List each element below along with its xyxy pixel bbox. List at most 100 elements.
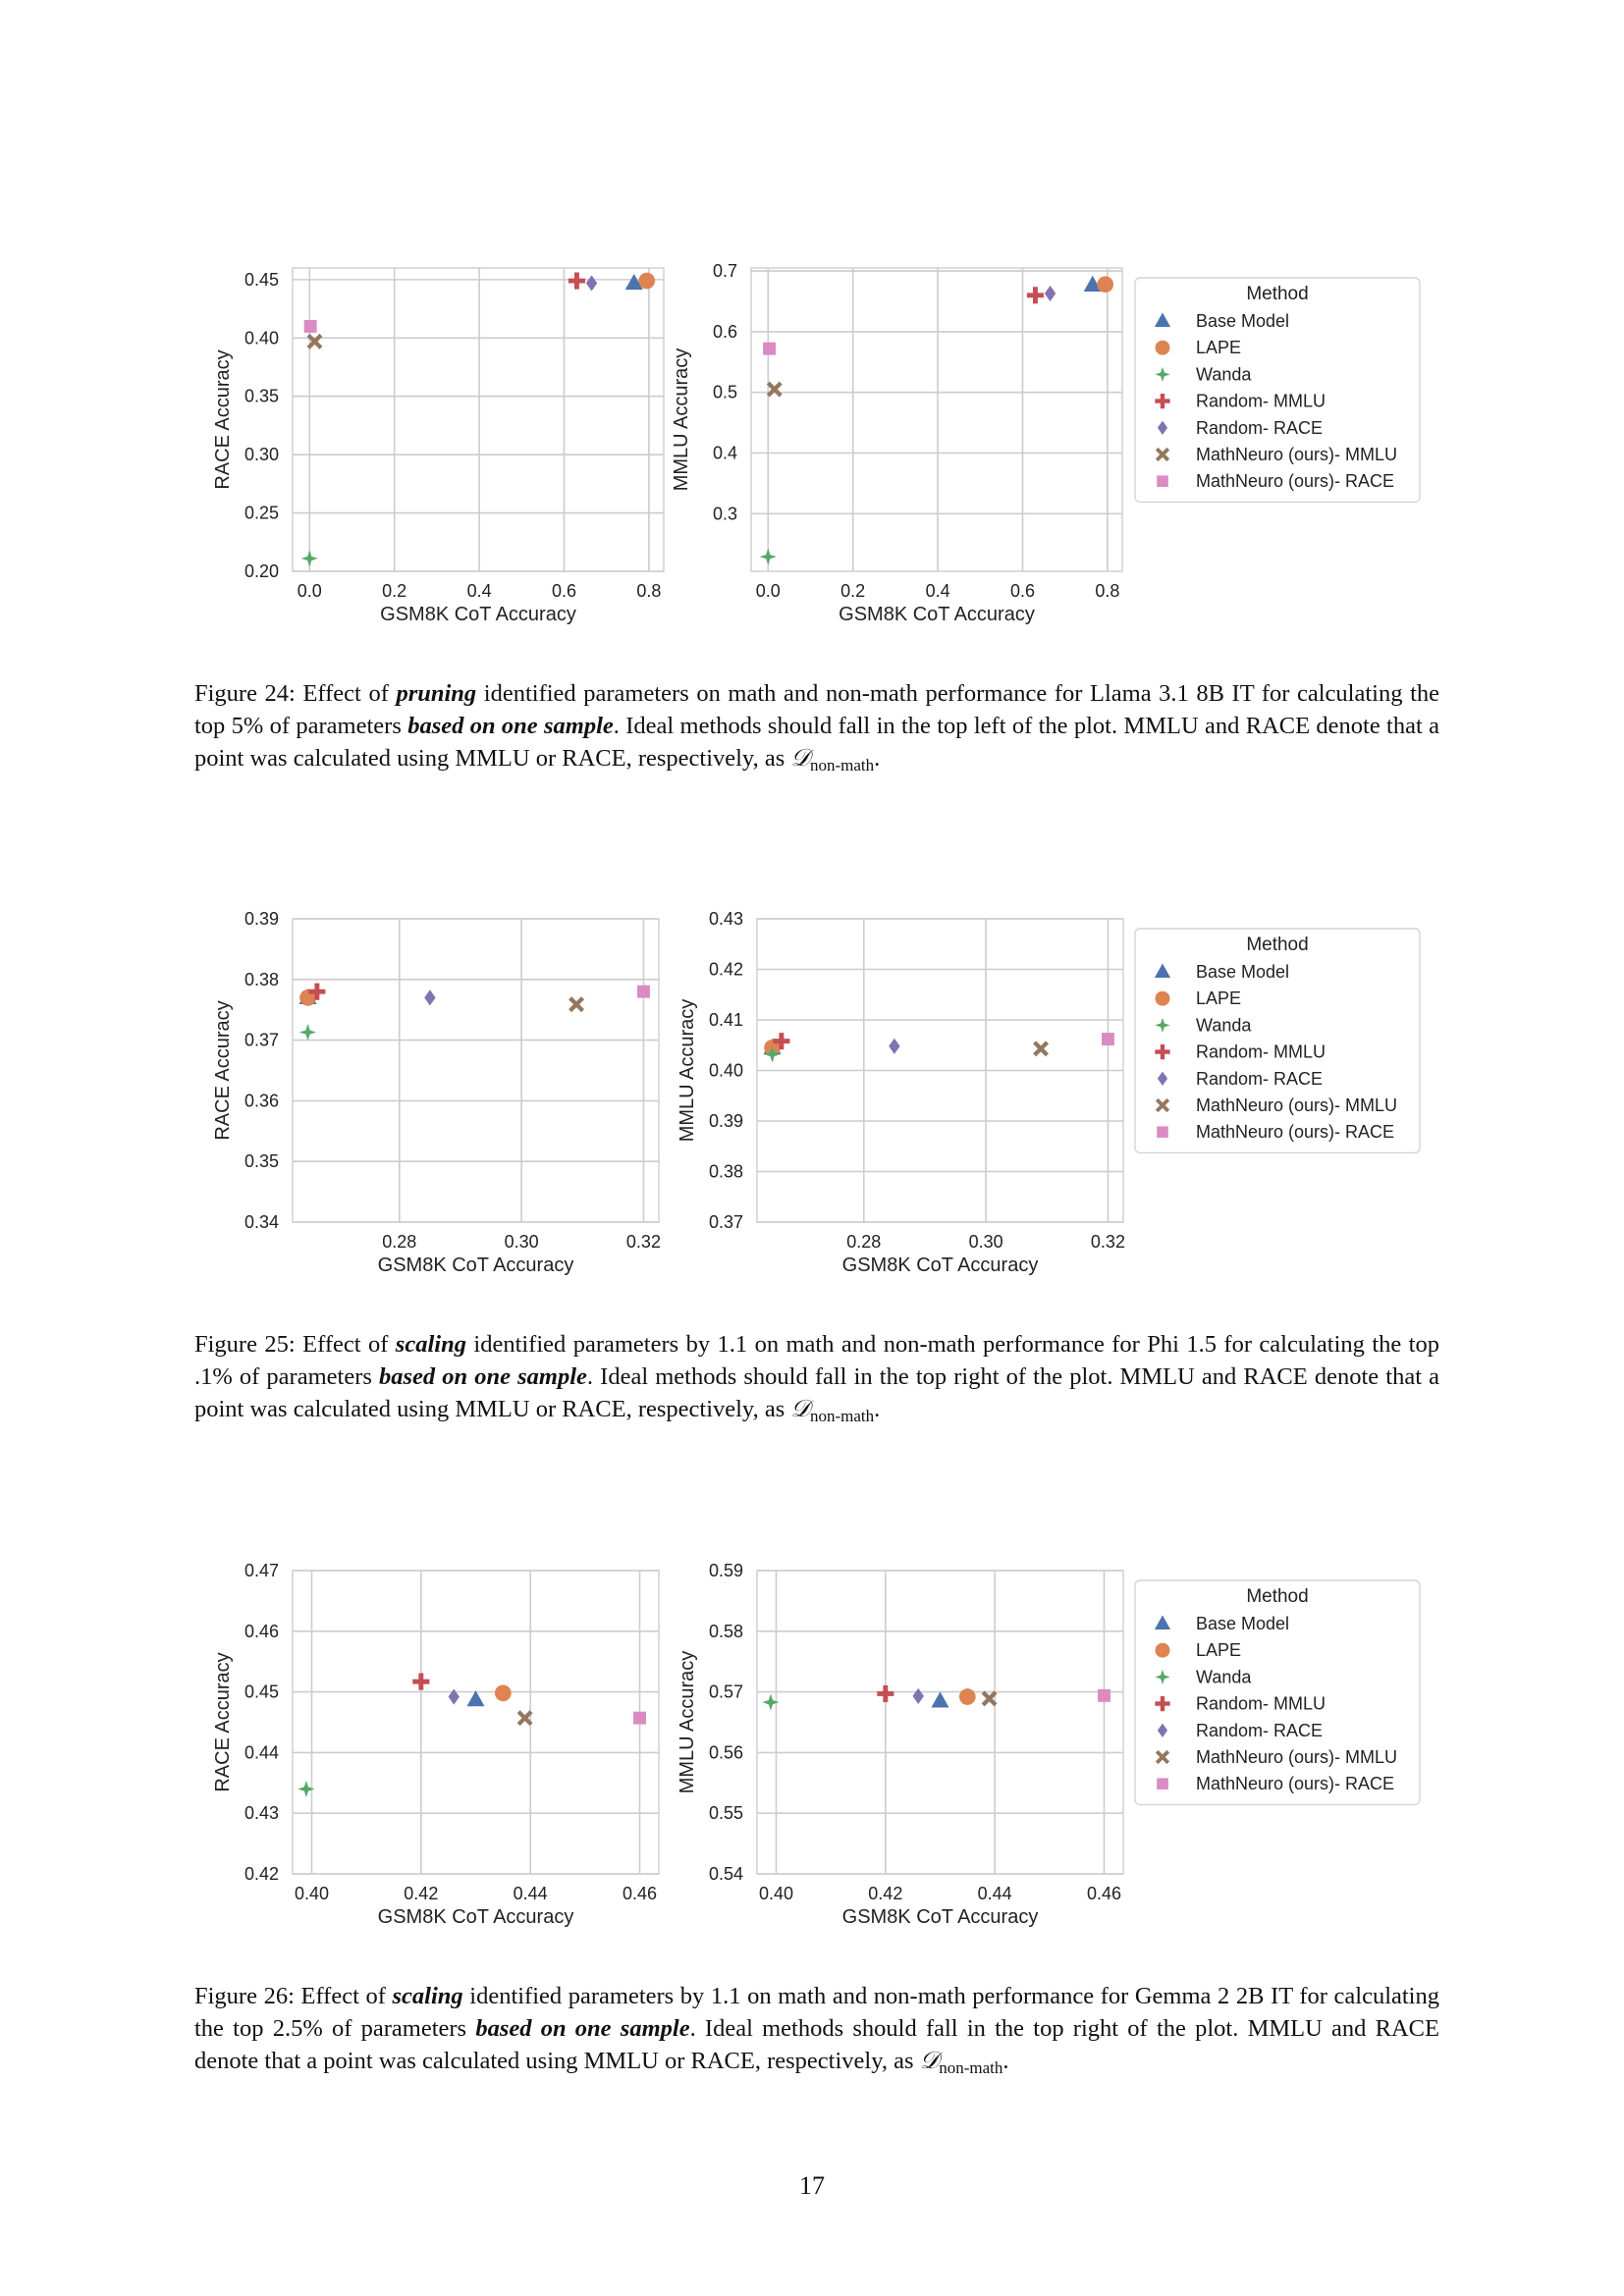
legend-label: MathNeuro (ours)- RACE bbox=[1196, 1774, 1394, 1793]
point-base-model bbox=[466, 1690, 485, 1707]
y-tick-label: 0.39 bbox=[244, 909, 279, 929]
point-wanda bbox=[762, 1693, 780, 1711]
x-tick-label: 0.4 bbox=[926, 581, 950, 601]
legend-label: MathNeuro (ours)- RACE bbox=[1196, 1122, 1394, 1142]
legend-label: Random- RACE bbox=[1196, 1069, 1323, 1089]
y-tick-label: 0.20 bbox=[244, 561, 279, 581]
y-tick-label: 0.6 bbox=[713, 322, 737, 342]
legend-marker-mathneuro-ours-mmlu bbox=[1155, 1749, 1170, 1765]
point-mathneuro-ours-mmlu bbox=[306, 333, 323, 349]
x-tick-label: 0.32 bbox=[626, 1232, 661, 1252]
y-tick-label: 0.37 bbox=[709, 1212, 743, 1232]
caption-emphasis: scaling bbox=[395, 1331, 466, 1358]
point-random-mmlu bbox=[1026, 287, 1044, 304]
legend-label: Wanda bbox=[1196, 364, 1252, 384]
legend-marker-lape bbox=[1155, 1642, 1170, 1658]
y-axis-label: RACE Accuracy bbox=[212, 1000, 234, 1140]
x-tick-label: 0.4 bbox=[467, 581, 492, 601]
fig24-right-plot: 0.0 0.2 0.4 0.6 0.8 0.3 0.4 0.5 0.6 0.7 GSM8K CoT … bbox=[671, 261, 1123, 625]
y-axis-label: MMLU Accuracy bbox=[677, 1651, 698, 1794]
point-random-race bbox=[912, 1687, 924, 1705]
y-tick-label: 0.57 bbox=[709, 1682, 743, 1702]
point-mathneuro-ours-mmlu bbox=[981, 1690, 998, 1707]
legend-label: MathNeuro (ours)- RACE bbox=[1196, 471, 1394, 491]
fig26-left-plot: 0.40 0.42 0.44 0.46 0.42 0.43 0.44 0.45 0.46 0.47… bbox=[212, 1561, 660, 1928]
caption-emphasis: based on one sample bbox=[379, 1363, 587, 1390]
point-mathneuro-ours-race bbox=[636, 985, 650, 998]
point-wanda bbox=[298, 1780, 315, 1798]
y-tick-label: 0.55 bbox=[709, 1803, 743, 1823]
legend-marker-wanda bbox=[1155, 1669, 1170, 1685]
legend-label: MathNeuro (ours)- MMLU bbox=[1196, 445, 1397, 464]
x-axis-label: GSM8K CoT Accuracy bbox=[842, 1255, 1039, 1276]
legend-label: MathNeuro (ours)- MMLU bbox=[1196, 1095, 1397, 1115]
legend-label: Random- MMLU bbox=[1196, 1042, 1326, 1062]
y-tick-label: 0.42 bbox=[244, 1864, 279, 1884]
y-tick-label: 0.41 bbox=[709, 1010, 743, 1030]
point-base-model bbox=[1083, 275, 1102, 292]
x-tick-label: 0.46 bbox=[1087, 1884, 1121, 1903]
y-tick-label: 0.35 bbox=[244, 387, 279, 406]
y-axis-label: MMLU Accuracy bbox=[677, 999, 698, 1143]
point-mathneuro-ours-mmlu bbox=[568, 996, 585, 1013]
point-mathneuro-ours-race bbox=[763, 342, 777, 355]
legend-label: Random- MMLU bbox=[1196, 392, 1326, 411]
point-random-mmlu bbox=[568, 272, 585, 290]
y-tick-label: 0.45 bbox=[244, 1682, 279, 1702]
y-tick-label: 0.44 bbox=[244, 1742, 279, 1762]
legend-marker-random-mmlu bbox=[1155, 393, 1170, 409]
y-tick-label: 0.56 bbox=[709, 1742, 743, 1762]
plot-area bbox=[292, 267, 665, 572]
point-lape bbox=[1097, 276, 1114, 294]
legend-label: Base Model bbox=[1196, 311, 1289, 331]
x-tick-label: 0.42 bbox=[404, 1884, 438, 1903]
point-wanda bbox=[300, 550, 318, 567]
x-tick-label: 0.32 bbox=[1091, 1232, 1125, 1252]
x-axis-label: GSM8K CoT Accuracy bbox=[842, 1906, 1039, 1928]
legend-marker-base-model bbox=[1154, 312, 1171, 327]
x-tick-label: 0.28 bbox=[382, 1232, 416, 1252]
y-axis-label: MMLU Accuracy bbox=[671, 348, 692, 492]
legend-marker-random-race bbox=[1157, 1723, 1168, 1738]
point-lape bbox=[494, 1684, 512, 1702]
y-tick-label: 0.34 bbox=[244, 1212, 279, 1232]
point-lape bbox=[638, 272, 656, 290]
y-tick-label: 0.39 bbox=[709, 1111, 743, 1131]
x-tick-label: 0.30 bbox=[969, 1232, 1003, 1252]
legend-marker-lape bbox=[1155, 990, 1170, 1006]
point-base-model bbox=[624, 273, 643, 291]
y-tick-label: 0.54 bbox=[709, 1864, 743, 1884]
legend-marker-mathneuro-ours-race bbox=[1157, 1126, 1168, 1138]
y-tick-label: 0.36 bbox=[244, 1091, 279, 1110]
point-wanda bbox=[298, 1024, 317, 1041]
figure-25-caption: Figure 25: Effect of scaling identified … bbox=[194, 1331, 1440, 1425]
x-tick-label: 0.42 bbox=[868, 1884, 902, 1903]
x-tick-label: 0.0 bbox=[298, 581, 322, 601]
y-tick-label: 0.30 bbox=[244, 445, 279, 464]
x-tick-label: 0.46 bbox=[623, 1884, 657, 1903]
legend-label: Random- RACE bbox=[1196, 418, 1323, 438]
x-axis-label: GSM8K CoT Accuracy bbox=[378, 1906, 574, 1928]
y-tick-label: 0.47 bbox=[244, 1561, 279, 1580]
point-mathneuro-ours-mmlu bbox=[1033, 1041, 1050, 1057]
x-axis-label: GSM8K CoT Accuracy bbox=[378, 1255, 574, 1276]
fig24-left-plot: 0.0 0.2 0.4 0.6 0.8 0.20 0.25 0.30 0.35 0.40 0.45 G… bbox=[212, 267, 665, 625]
legend-marker-random-race bbox=[1157, 420, 1168, 436]
x-tick-label: 0.8 bbox=[1095, 581, 1119, 601]
fig24-legend: Method Base Model LAPE Wanda Random- MMLU Ran… bbox=[1134, 277, 1421, 504]
caption-emphasis: based on one sample bbox=[475, 2015, 690, 2042]
figure-24: 0.0 0.2 0.4 0.6 0.8 0.20 0.25 0.30 0.35 0.40 0.45 G… bbox=[212, 261, 1421, 625]
legend-box bbox=[1134, 277, 1421, 504]
x-tick-label: 0.2 bbox=[382, 581, 406, 601]
point-wanda bbox=[759, 548, 777, 565]
point-lape bbox=[958, 1688, 976, 1705]
point-mathneuro-ours-race bbox=[1101, 1033, 1114, 1046]
legend-label: Base Model bbox=[1196, 962, 1289, 982]
y-tick-label: 0.40 bbox=[244, 328, 279, 347]
caption-emphasis: pruning bbox=[396, 680, 477, 707]
y-tick-label: 0.46 bbox=[244, 1622, 279, 1641]
legend-box bbox=[1134, 928, 1421, 1154]
x-tick-label: 0.6 bbox=[1010, 581, 1035, 601]
point-random-mmlu bbox=[308, 983, 326, 1000]
point-mathneuro-ours-race bbox=[633, 1711, 646, 1725]
